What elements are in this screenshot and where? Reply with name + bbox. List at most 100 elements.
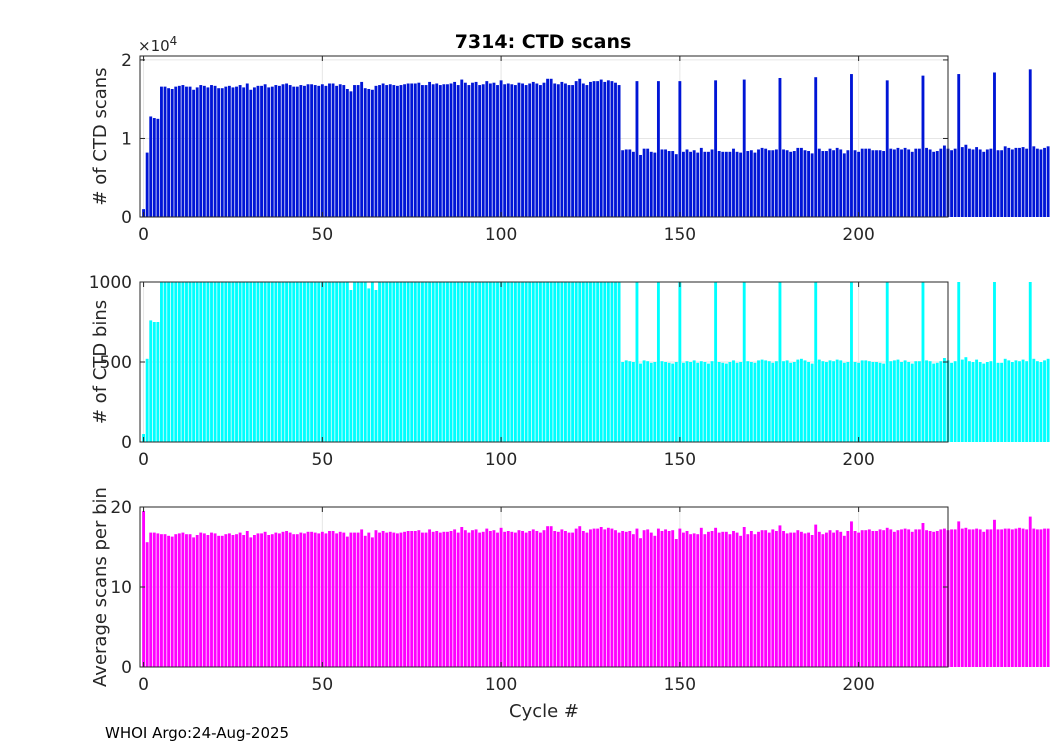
bar <box>578 78 582 217</box>
bar <box>381 83 385 218</box>
bar <box>767 361 771 442</box>
bar <box>288 532 292 667</box>
bar <box>760 359 764 442</box>
bar <box>438 532 442 667</box>
bar <box>238 282 242 442</box>
bar <box>481 84 485 218</box>
bar <box>614 282 617 442</box>
bar <box>417 530 421 667</box>
bar <box>778 282 782 442</box>
bar <box>281 531 285 667</box>
bar <box>635 282 639 442</box>
bar <box>860 148 864 217</box>
bar <box>571 282 575 442</box>
bar <box>696 534 700 667</box>
bar <box>353 85 356 217</box>
bar <box>535 282 539 442</box>
bar <box>385 85 389 217</box>
bar <box>303 85 306 217</box>
bar <box>331 282 335 442</box>
bar <box>785 150 789 217</box>
bar <box>281 282 285 442</box>
bar <box>328 531 331 667</box>
bar <box>531 282 535 442</box>
bar <box>192 537 196 667</box>
bar <box>1007 147 1011 217</box>
bar <box>331 531 335 667</box>
bar <box>1046 528 1050 667</box>
bar <box>821 361 825 442</box>
bar <box>814 282 818 442</box>
bar <box>707 531 710 667</box>
bar <box>867 361 871 442</box>
bar <box>764 530 768 667</box>
bar <box>474 81 478 217</box>
bar <box>810 535 814 667</box>
y-tick-label: 1000 <box>89 273 132 293</box>
bar <box>546 526 550 667</box>
bar <box>492 530 496 667</box>
bar <box>467 532 471 667</box>
bar <box>431 84 435 218</box>
bar <box>513 85 517 217</box>
bar <box>202 533 206 667</box>
bar <box>875 150 878 217</box>
bar <box>453 81 457 217</box>
bar <box>367 532 371 667</box>
bar <box>163 282 167 442</box>
bar <box>335 85 339 217</box>
bar <box>707 363 710 442</box>
bar <box>932 531 936 667</box>
bar <box>406 531 410 667</box>
bar <box>649 532 653 667</box>
bar <box>817 531 821 667</box>
bar <box>446 531 449 667</box>
bar <box>606 527 610 667</box>
bar <box>199 532 203 667</box>
bar <box>928 531 932 667</box>
bar <box>488 531 492 667</box>
bar <box>310 84 314 218</box>
bar <box>238 85 242 217</box>
bar <box>1010 362 1014 442</box>
bar <box>889 361 893 442</box>
bar <box>546 78 550 217</box>
bar <box>224 282 228 442</box>
bar <box>496 85 499 217</box>
bar <box>195 282 199 442</box>
bar <box>560 282 564 442</box>
bar <box>317 85 321 217</box>
bar <box>953 361 957 442</box>
bar <box>857 362 861 442</box>
bar <box>524 532 528 667</box>
bar <box>910 151 914 217</box>
bar <box>910 363 914 442</box>
exponent-power: 4 <box>170 34 178 48</box>
bar <box>381 282 385 442</box>
bar <box>149 320 153 442</box>
bar <box>799 147 803 217</box>
bar <box>413 531 417 667</box>
bar <box>513 282 517 442</box>
bar <box>431 531 435 667</box>
bar <box>528 282 532 442</box>
bar <box>378 282 381 442</box>
bar <box>982 363 986 442</box>
bar <box>903 147 907 217</box>
bar <box>388 531 392 667</box>
bar <box>403 84 406 218</box>
bar <box>671 151 675 217</box>
bar <box>328 83 331 218</box>
bar <box>1003 146 1007 217</box>
bar <box>678 282 682 442</box>
bar <box>996 362 1000 442</box>
bar <box>210 282 213 442</box>
bar <box>167 88 171 217</box>
bar <box>717 532 721 667</box>
bar <box>796 530 800 667</box>
bar <box>274 85 278 217</box>
y-tick-label: 10 <box>110 578 132 598</box>
bar <box>256 533 260 667</box>
